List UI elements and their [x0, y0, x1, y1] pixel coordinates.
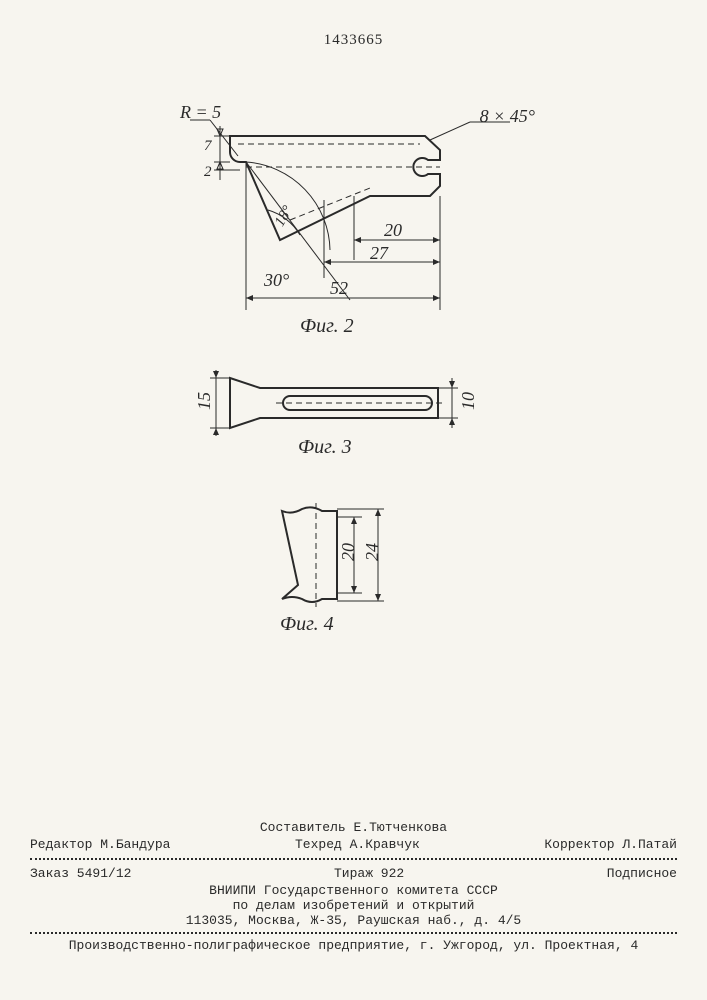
dim-v20: 20 [338, 543, 359, 561]
dim-R: R = 5 [180, 102, 221, 123]
dim-52: 52 [330, 278, 348, 299]
print-shop: Производственно-полиграфическое предприя… [30, 938, 677, 953]
editor: Редактор М.Бандура [30, 837, 170, 852]
footer: Составитель Е.Тютченкова Редактор М.Банд… [30, 820, 677, 953]
figure-2-caption: Фиг. 2 [300, 315, 354, 338]
corrector: Корректор Л.Патай [544, 837, 677, 852]
dim-10: 10 [458, 392, 479, 410]
compiler: Составитель Е.Тютченкова [30, 820, 677, 835]
dim-7: 7 [204, 138, 212, 155]
dim-27: 27 [370, 243, 388, 264]
tech: Техред А.Кравчук [295, 837, 420, 852]
page: 1433665 [0, 0, 707, 1000]
figure-4-caption: Фиг. 4 [280, 613, 334, 636]
tirage: Тираж 922 [334, 866, 404, 881]
document-number: 1433665 [324, 32, 384, 49]
divider [30, 932, 677, 934]
dim-chamfer: 8 × 45° [480, 106, 535, 127]
divider [30, 858, 677, 860]
figure-2: R = 5 8 × 45° 7 2 18° 30° 20 27 52 Фиг. … [170, 100, 530, 360]
dim-30deg: 30° [264, 270, 289, 291]
figure-3-caption: Фиг. 3 [298, 436, 352, 459]
org-line-1: ВНИИПИ Государственного комитета СССР [30, 883, 677, 898]
figure-4: 20 24 Фиг. 4 [262, 495, 442, 665]
dim-20: 20 [384, 220, 402, 241]
signed: Подписное [607, 866, 677, 881]
order: Заказ 5491/12 [30, 866, 131, 881]
dim-15: 15 [194, 392, 215, 410]
org-line-2: по делам изобретений и открытий [30, 898, 677, 913]
dim-2: 2 [204, 164, 212, 181]
figure-3: 15 10 Фиг. 3 [180, 368, 480, 468]
address: 113035, Москва, Ж-35, Раушская наб., д. … [30, 913, 677, 928]
dim-v24: 24 [362, 543, 383, 561]
